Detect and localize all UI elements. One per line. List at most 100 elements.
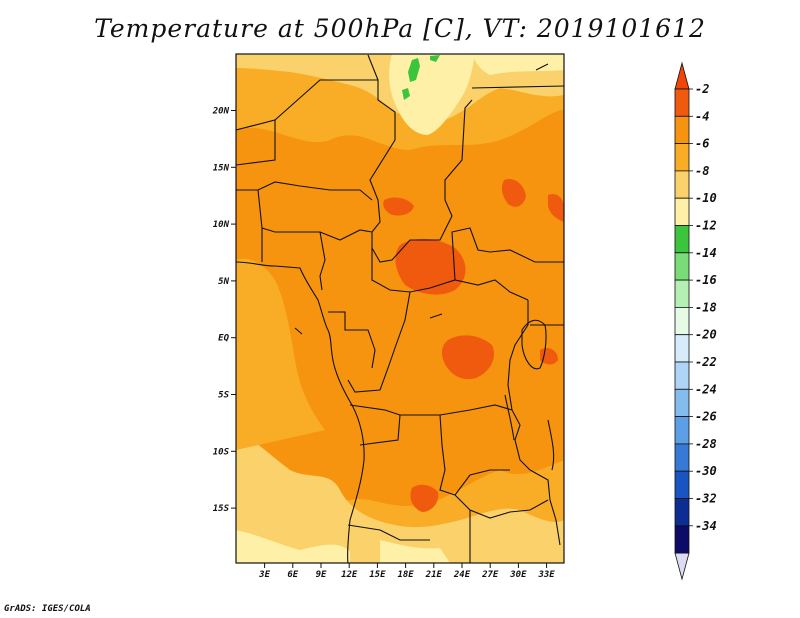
colorbar-label: -16 bbox=[695, 273, 717, 287]
field-band-green bbox=[408, 58, 420, 82]
field-band-minus2-core-5 bbox=[501, 178, 526, 207]
x-tick-label: 15E bbox=[369, 570, 386, 580]
colorbar-label: -12 bbox=[695, 219, 717, 233]
border-line bbox=[347, 291, 411, 393]
border-line bbox=[471, 85, 564, 89]
border-line bbox=[521, 319, 547, 370]
colorbar-label: -34 bbox=[695, 519, 717, 533]
field-band-green-2 bbox=[402, 88, 410, 100]
y-tick-label: 15S bbox=[213, 504, 230, 514]
field-band-north-pale-2 bbox=[472, 54, 564, 75]
y-tick-label: 5S bbox=[218, 391, 229, 401]
x-tick-label: 27E bbox=[481, 570, 499, 580]
temperature-field bbox=[236, 54, 564, 563]
field-band-minus2-core-6 bbox=[548, 194, 564, 222]
border-line bbox=[294, 327, 303, 335]
x-tick-label: 18E bbox=[397, 570, 414, 580]
colorbar-label: -26 bbox=[695, 410, 717, 424]
border-line bbox=[236, 119, 276, 166]
colorbar-swatch bbox=[674, 115, 690, 145]
colorbar-swatch bbox=[674, 143, 690, 172]
colorbar-swatch bbox=[674, 388, 690, 417]
field-band-south-pale bbox=[236, 530, 350, 563]
colorbar-label: -22 bbox=[695, 355, 717, 369]
colorbar-swatch bbox=[674, 88, 690, 117]
colorbar-label: -8 bbox=[695, 164, 709, 178]
y-tick-label: 10S bbox=[213, 447, 230, 457]
y-tick-label: EQ bbox=[218, 334, 229, 344]
colorbar-swatch bbox=[674, 252, 690, 281]
border-line bbox=[454, 494, 549, 519]
border-line bbox=[451, 227, 564, 281]
colorbar-label: -6 bbox=[695, 137, 709, 151]
colorbar-bottom-arrow bbox=[674, 552, 690, 581]
border-line bbox=[529, 469, 561, 546]
colorbar-swatch bbox=[674, 416, 690, 445]
border-line bbox=[261, 227, 373, 241]
y-tick-label: 10N bbox=[213, 220, 230, 230]
field-band-west-light bbox=[236, 258, 325, 450]
x-axis: 3E 6E 9E 12E 15E 18E 21E 24E 27E 30E 33E bbox=[258, 563, 555, 580]
colorbar-label: -10 bbox=[695, 191, 717, 205]
y-tick-label: 20N bbox=[212, 107, 230, 117]
field-band-green-3 bbox=[430, 55, 440, 62]
colorbar-swatch bbox=[674, 334, 690, 363]
x-tick-label: 33E bbox=[537, 570, 555, 580]
colorbar-swatch bbox=[674, 306, 690, 336]
colorbar-swatch bbox=[674, 197, 690, 226]
colorbar-swatch bbox=[674, 170, 690, 199]
colorbar-swatch bbox=[674, 470, 690, 499]
colorbar-label: -28 bbox=[695, 437, 717, 451]
colorbar-label: -24 bbox=[695, 382, 717, 396]
field-band-minus2-core-3 bbox=[410, 484, 439, 512]
colorbar-swatch bbox=[674, 525, 690, 554]
colorbar-label: -30 bbox=[695, 464, 717, 478]
colorbar-swatch bbox=[674, 225, 690, 254]
y-tick-label: 5N bbox=[218, 277, 229, 287]
colorbar-top-arrow bbox=[674, 61, 690, 90]
x-tick-label: 6E bbox=[287, 570, 298, 580]
border-line bbox=[535, 63, 549, 71]
field-band-minus2-core-1 bbox=[395, 238, 466, 295]
colorbar-label: -4 bbox=[695, 109, 709, 123]
border-line bbox=[347, 524, 430, 541]
y-tick-label: 15N bbox=[213, 163, 230, 173]
x-tick-label: 21E bbox=[425, 570, 443, 580]
border-line bbox=[359, 414, 401, 446]
colorbar: -2 -4 -6 -8 -10 -12 -14 -16 -18 -20 -22 -24 -26 -28 -3… bbox=[674, 61, 717, 581]
x-tick-label: 30E bbox=[509, 570, 527, 580]
colorbar-swatch bbox=[674, 498, 690, 527]
chart-title: Temperature at 500hPa [C], VT: 201910161… bbox=[94, 14, 706, 43]
x-tick-label: 3E bbox=[258, 570, 270, 580]
colorbar-label: -2 bbox=[695, 82, 709, 96]
border-line bbox=[371, 248, 529, 301]
colorbar-label: -14 bbox=[695, 246, 717, 260]
field-band-minus4 bbox=[236, 110, 564, 507]
x-tick-label: 24E bbox=[453, 570, 471, 580]
border-line bbox=[429, 313, 443, 319]
field-band-south-pale-2 bbox=[380, 540, 450, 563]
field-band-minus2-core-2 bbox=[441, 335, 495, 380]
border-line bbox=[349, 404, 510, 496]
map-frame bbox=[235, 53, 565, 564]
border-line bbox=[319, 231, 326, 291]
border-line bbox=[547, 419, 555, 471]
field-band-south-yellow bbox=[236, 430, 564, 563]
colorbar-swatch bbox=[674, 443, 690, 472]
country-borders bbox=[236, 54, 564, 563]
x-tick-label: 9E bbox=[316, 570, 327, 580]
colorbar-label: -32 bbox=[695, 492, 717, 506]
colorbar-swatch bbox=[674, 279, 690, 308]
colorbar-label: -20 bbox=[695, 328, 717, 342]
border-line bbox=[504, 394, 515, 441]
x-tick-label: 12E bbox=[341, 570, 358, 580]
border-line bbox=[439, 404, 513, 416]
border-line bbox=[367, 54, 379, 81]
grads-credit: GrADS: IGES/COLA bbox=[4, 604, 91, 614]
field-band-minus2-core-4 bbox=[383, 197, 414, 216]
colorbar-swatch bbox=[674, 361, 690, 390]
y-axis: 20N 15N 10N 5N EQ 5S 10S 15S bbox=[212, 107, 236, 514]
border-line bbox=[236, 261, 365, 563]
colorbar-label: -18 bbox=[695, 300, 717, 314]
